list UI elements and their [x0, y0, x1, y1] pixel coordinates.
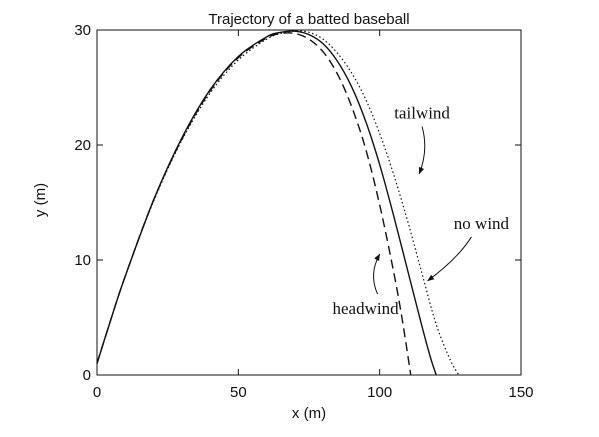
annotation-tailwind: tailwind: [394, 104, 450, 123]
x-tick-label-0: 0: [93, 384, 101, 401]
annotation-arrow-headwind: [373, 253, 381, 295]
x-tick-label-100: 100: [367, 384, 392, 401]
series-line-no-wind: [96, 30, 437, 376]
annotation-no-wind: no wind: [454, 214, 510, 233]
y-tick-label-10: 10: [74, 252, 91, 269]
y-tick-label-0: 0: [83, 367, 91, 384]
plot-frame: [96, 29, 522, 376]
annotation-arrow-tailwind: [418, 126, 426, 175]
annotation-arrow-no-wind: [427, 236, 472, 282]
series-layer: [96, 30, 460, 376]
ticks-layer: 0 50 100 150 0 10 20 30: [74, 22, 533, 401]
x-axis-label: x (m): [292, 405, 326, 422]
series-line-tailwind: [96, 30, 460, 376]
x-tick-label-50: 50: [230, 384, 247, 401]
y-tick-label-20: 20: [74, 137, 91, 154]
chart-title: Trajectory of a batted baseball: [208, 11, 409, 28]
annotation-layer: tailwind no wind headwind: [332, 104, 509, 318]
annotation-headwind: headwind: [332, 299, 399, 318]
y-axis-label: y (m): [32, 183, 49, 217]
series-line-headwind: [96, 32, 412, 376]
x-tick-label-150: 150: [508, 384, 533, 401]
y-tick-label-30: 30: [74, 22, 91, 39]
